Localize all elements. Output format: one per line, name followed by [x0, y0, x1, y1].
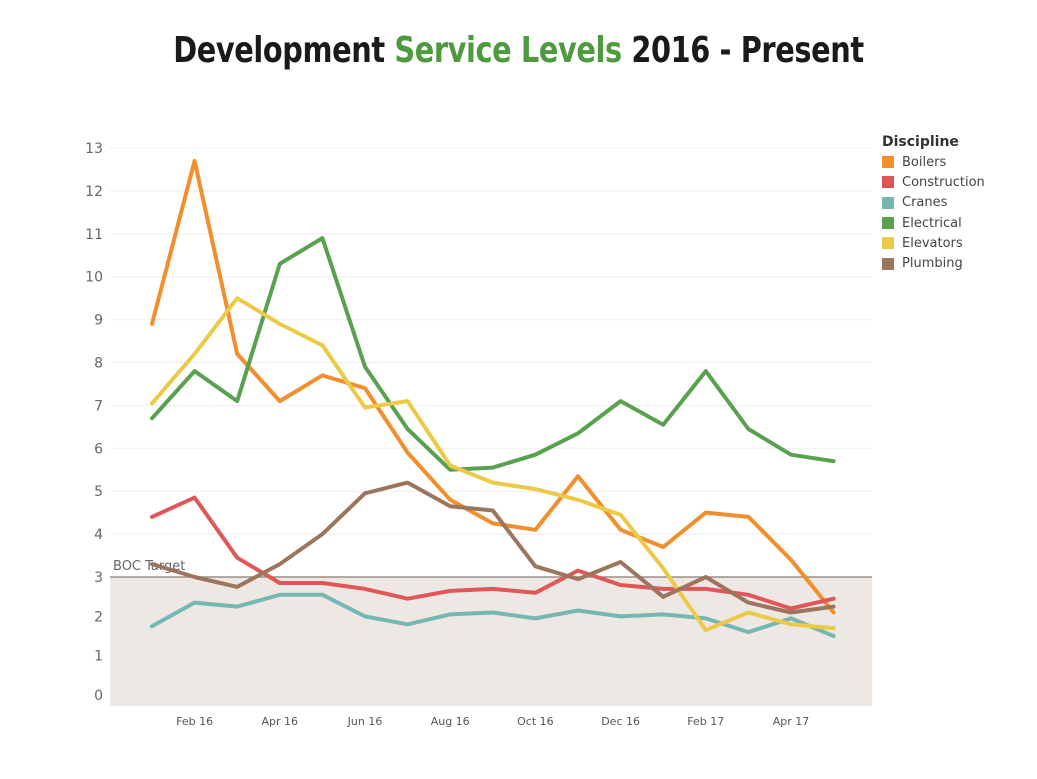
y-tick-label: 0	[94, 688, 103, 704]
legend-item-elevators[interactable]: Elevators	[882, 233, 985, 253]
x-tick-label: Dec 16	[601, 715, 640, 728]
legend-swatch	[882, 196, 894, 209]
y-tick-label: 13	[85, 141, 103, 157]
series-line-plumbing	[150, 480, 836, 615]
legend-item-electrical[interactable]: Electrical	[882, 213, 985, 233]
legend-label: Plumbing	[902, 256, 963, 272]
y-tick-label: 2	[94, 609, 103, 625]
y-tick-label: 12	[85, 184, 103, 200]
legend-label: Boilers	[902, 154, 947, 170]
x-tick-label: Apr 17	[773, 715, 810, 728]
y-tick-label: 6	[94, 441, 103, 457]
x-tick-label: Oct 16	[517, 715, 554, 728]
legend-item-cranes[interactable]: Cranes	[882, 193, 985, 213]
legend-label: Elevators	[902, 235, 963, 251]
y-tick-label: 3	[94, 570, 103, 586]
y-tick-label: 11	[85, 227, 103, 243]
legend-swatch	[882, 237, 894, 250]
legend-swatch	[882, 257, 894, 270]
title-part-3: 2016 - Present	[621, 30, 864, 71]
legend: Discipline Boilers Construction Cranes Elec…	[882, 134, 985, 274]
series-line-elevators	[150, 296, 836, 633]
legend-item-construction[interactable]: Construction	[882, 172, 985, 192]
y-tick-label: 7	[94, 398, 103, 414]
legend-label: Cranes	[902, 195, 948, 211]
y-tick-label: 8	[94, 356, 103, 372]
x-tick-label: Feb 16	[176, 715, 213, 728]
y-tick-label: 1	[94, 649, 103, 665]
y-tick-label: 9	[94, 313, 103, 329]
title-accent: Service Levels	[394, 30, 622, 71]
legend-swatch	[882, 156, 894, 169]
x-tick-label: Jun 16	[347, 715, 383, 728]
x-tick-label: Feb 17	[687, 715, 724, 728]
legend-item-plumbing[interactable]: Plumbing	[882, 253, 985, 273]
y-tick-label: 5	[94, 484, 103, 500]
title-part-1: Development	[173, 30, 395, 71]
y-tick-label: 10	[85, 270, 103, 286]
x-tick-label: Apr 16	[262, 715, 299, 728]
x-tick-label: Aug 16	[431, 715, 470, 728]
legend-title: Discipline	[882, 134, 959, 150]
legend-label: Electrical	[902, 215, 962, 231]
series-line-boilers	[150, 158, 836, 615]
page-title: Development Service Levels 2016 - Presen…	[104, 30, 934, 71]
legend-label: Construction	[902, 174, 985, 190]
legend-item-boilers[interactable]: Boilers	[882, 152, 985, 172]
series-line-construction	[150, 495, 836, 611]
legend-swatch	[882, 217, 894, 230]
y-tick-label: 4	[94, 527, 103, 543]
series-line-electrical	[150, 236, 836, 472]
legend-swatch	[882, 176, 894, 189]
